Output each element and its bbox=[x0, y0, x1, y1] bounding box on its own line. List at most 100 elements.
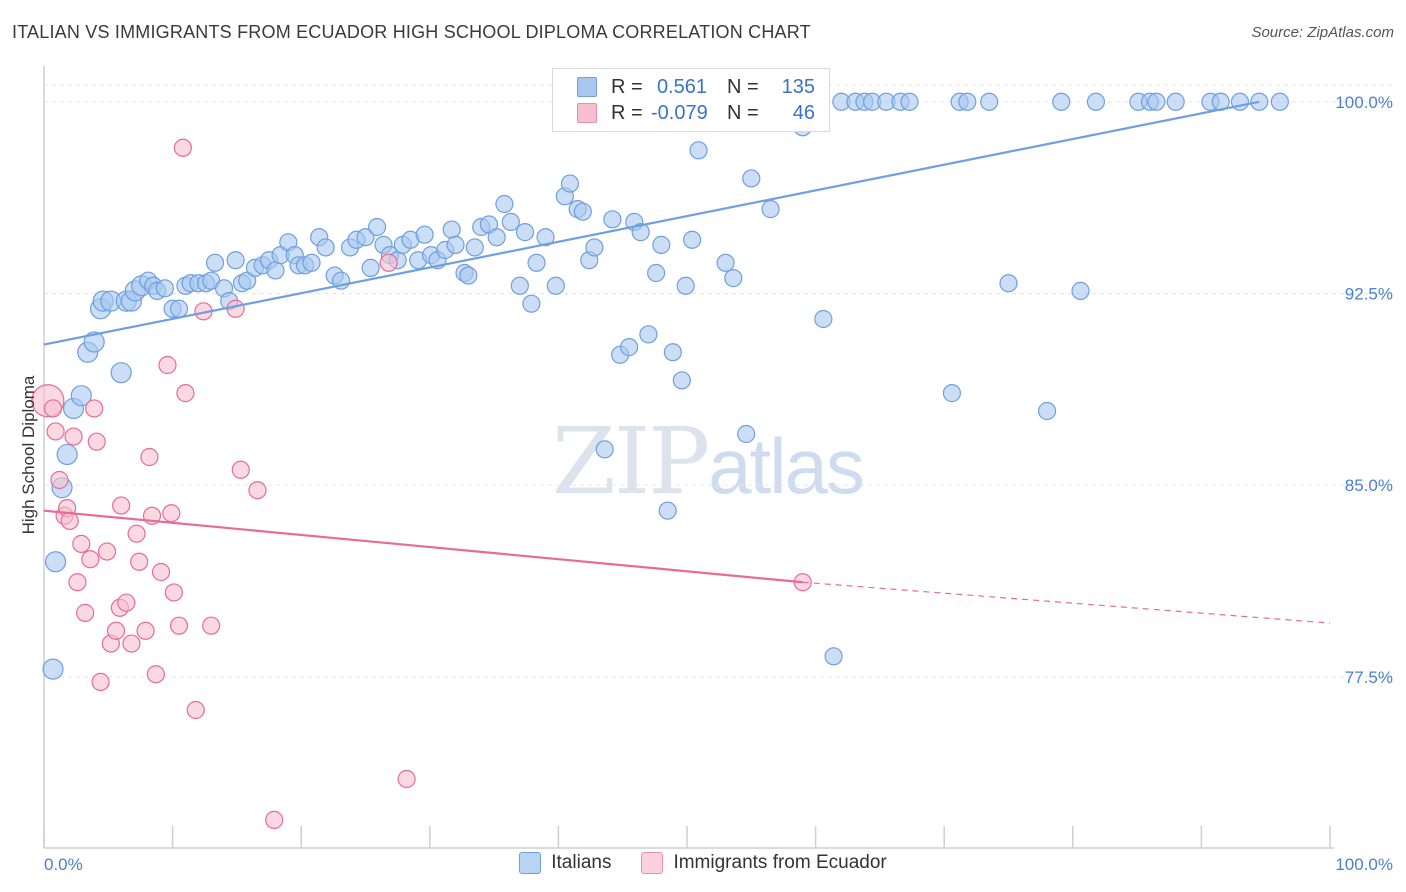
point-ecuador bbox=[397, 769, 416, 789]
point-ecuador bbox=[68, 573, 87, 592]
trend-line-ecuador bbox=[43, 509, 803, 584]
point-italians bbox=[676, 276, 695, 295]
legend-swatch-italians bbox=[519, 852, 542, 874]
point-italians bbox=[1052, 92, 1071, 111]
point-italians bbox=[958, 92, 977, 111]
point-italians bbox=[814, 309, 833, 329]
stats-legend: R = 0.561 N = 135 R = -0.079 N = 46 bbox=[552, 68, 830, 132]
legend-n-label: N = bbox=[727, 101, 759, 124]
point-italians bbox=[631, 223, 650, 242]
point-italians bbox=[647, 263, 666, 283]
trend-lines bbox=[43, 100, 1331, 624]
point-italians bbox=[639, 325, 658, 344]
watermark: ZIPatlas bbox=[552, 408, 865, 515]
y-tick-label: 92.5% bbox=[1345, 284, 1393, 303]
legend-r-value: 0.561 bbox=[656, 75, 707, 98]
point-italians bbox=[1086, 92, 1106, 111]
point-italians bbox=[442, 220, 461, 239]
watermark-zip: ZIP bbox=[552, 408, 710, 515]
y-tick-label: 85.0% bbox=[1345, 476, 1393, 495]
chart-title: ITALIAN VS IMMIGRANTS FROM ECUADOR HIGH … bbox=[12, 22, 811, 42]
point-ecuador bbox=[136, 621, 155, 640]
point-ecuador bbox=[248, 481, 267, 500]
point-italians bbox=[501, 212, 520, 231]
x-tick-marks bbox=[43, 826, 1331, 848]
point-ecuador bbox=[151, 562, 171, 582]
point-ecuador bbox=[176, 384, 195, 403]
point-italians bbox=[942, 384, 962, 403]
legend-swatch-italians bbox=[577, 77, 597, 97]
point-italians bbox=[585, 238, 604, 257]
point-ecuador bbox=[158, 355, 177, 375]
legend-n-value: 135 bbox=[781, 75, 815, 98]
legend-swatch-ecuador bbox=[577, 103, 597, 123]
point-italians bbox=[205, 253, 225, 272]
x-tick-label: 0.0% bbox=[44, 855, 83, 874]
point-italians bbox=[900, 92, 919, 111]
point-ecuador bbox=[76, 603, 95, 622]
legend-item-ecuador: Immigrants from Ecuador bbox=[641, 852, 887, 874]
point-italians bbox=[663, 343, 682, 362]
point-ecuador bbox=[43, 399, 63, 418]
point-italians bbox=[603, 210, 622, 229]
point-ecuador bbox=[202, 616, 221, 635]
point-italians bbox=[302, 253, 321, 272]
point-italians bbox=[1147, 92, 1166, 111]
point-ecuador bbox=[72, 534, 91, 553]
point-italians bbox=[546, 276, 565, 295]
point-ecuador bbox=[130, 552, 149, 571]
y-tick-label: 100.0% bbox=[1335, 93, 1393, 112]
point-italians bbox=[83, 331, 105, 353]
point-italians bbox=[1037, 401, 1057, 421]
point-italians bbox=[560, 174, 580, 193]
trend-extension-ecuador bbox=[802, 581, 1331, 624]
point-italians bbox=[415, 225, 434, 244]
point-italians bbox=[110, 362, 132, 384]
point-italians bbox=[367, 217, 387, 237]
point-italians bbox=[595, 440, 614, 459]
legend-swatch-ecuador bbox=[641, 852, 664, 874]
legend-r-label: R = bbox=[611, 75, 643, 98]
point-ecuador bbox=[379, 253, 398, 272]
point-ecuador bbox=[140, 447, 159, 467]
point-ecuador bbox=[106, 621, 126, 640]
point-italians bbox=[761, 200, 780, 219]
point-italians bbox=[515, 223, 535, 242]
grid-lines bbox=[44, 84, 1396, 678]
y-tick-label: 77.5% bbox=[1345, 668, 1393, 687]
legend-label-ecuador: Immigrants from Ecuador bbox=[673, 852, 887, 873]
point-italians bbox=[266, 261, 285, 280]
point-italians bbox=[573, 202, 592, 221]
point-ecuador bbox=[97, 542, 117, 561]
x-tick-label: 100.0% bbox=[1335, 855, 1393, 874]
point-italians bbox=[672, 371, 691, 390]
point-italians bbox=[652, 235, 671, 254]
point-italians bbox=[742, 169, 761, 188]
point-italians bbox=[169, 299, 189, 318]
point-ecuador bbox=[173, 138, 192, 157]
point-italians bbox=[155, 279, 174, 298]
source-credit: Source: ZipAtlas.com bbox=[1251, 24, 1394, 41]
legend-label-italians: Italians bbox=[551, 852, 612, 873]
trend-line-italians bbox=[43, 100, 1260, 346]
point-italians bbox=[980, 92, 999, 111]
point-ecuador bbox=[112, 496, 131, 515]
point-ecuador bbox=[85, 399, 104, 418]
legend-n-value: 46 bbox=[792, 101, 815, 124]
legend-n-label: N = bbox=[727, 75, 759, 98]
point-ecuador bbox=[46, 422, 65, 441]
point-italians bbox=[658, 501, 677, 520]
point-italians bbox=[510, 276, 529, 295]
point-italians bbox=[70, 385, 92, 407]
point-italians bbox=[495, 194, 514, 214]
point-italians bbox=[42, 658, 64, 680]
point-italians bbox=[522, 294, 541, 313]
point-italians bbox=[356, 228, 375, 247]
point-italians bbox=[683, 230, 702, 249]
point-italians bbox=[1071, 281, 1090, 300]
point-italians bbox=[44, 551, 67, 573]
point-ecuador bbox=[265, 810, 284, 829]
point-ecuador bbox=[169, 616, 189, 635]
point-ecuador bbox=[117, 593, 136, 612]
